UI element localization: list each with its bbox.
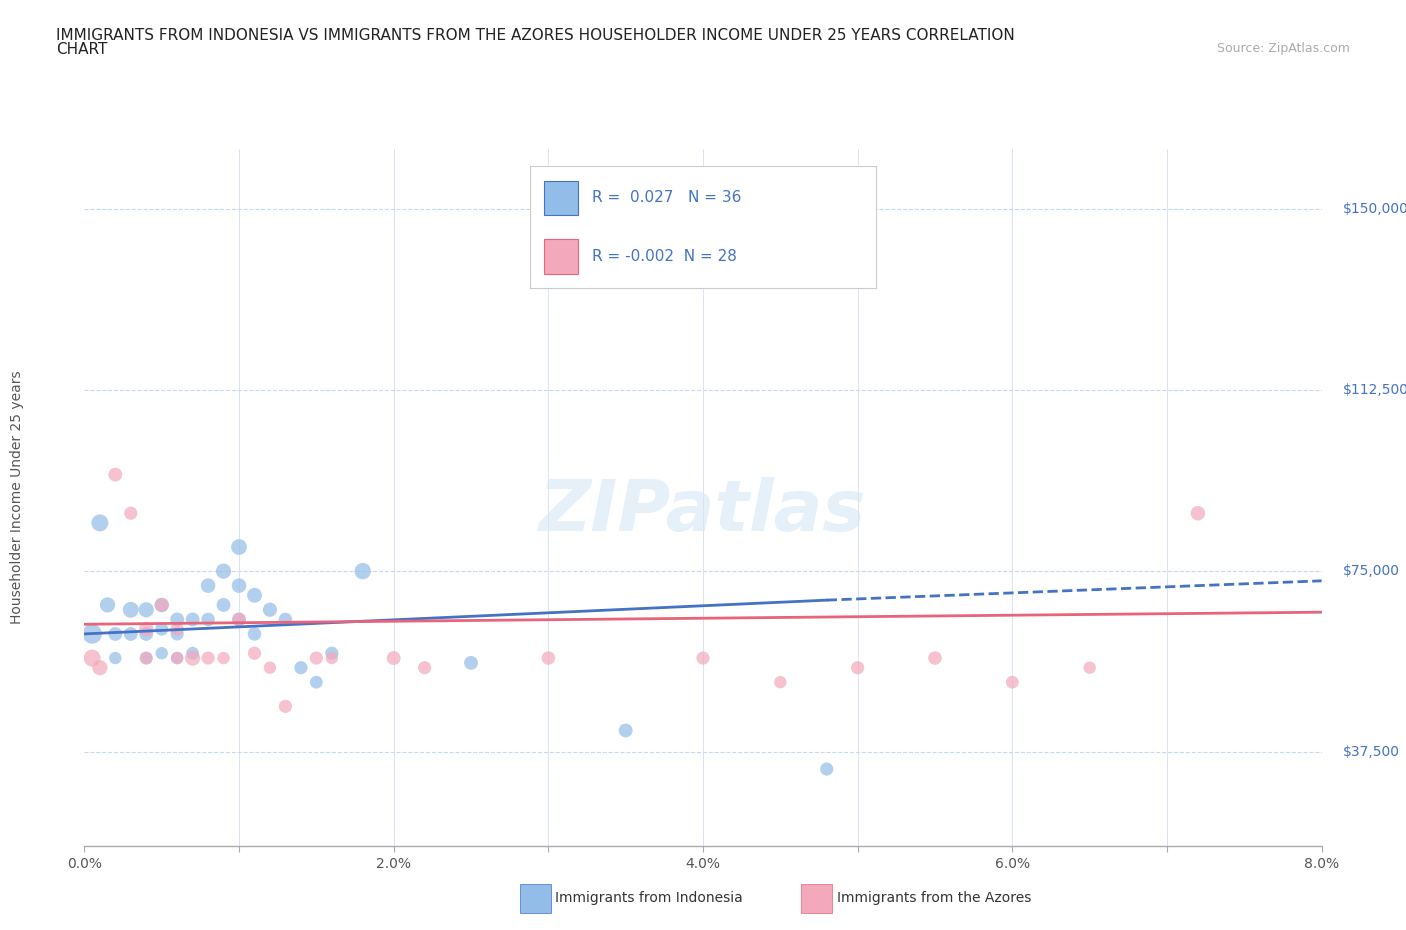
Point [120,603,142,618]
Point [846,660,869,675]
Point [243,645,266,660]
Point [166,612,188,627]
Point [166,651,188,666]
Text: $150,000: $150,000 [1343,202,1406,216]
Point [197,578,219,593]
Point [228,612,250,627]
Point [228,612,250,627]
Point [135,651,157,666]
Point [537,651,560,666]
Point [321,651,343,666]
Point [769,675,792,690]
Point [614,723,637,737]
Text: Immigrants from the Azores: Immigrants from the Azores [837,891,1031,906]
Text: Immigrants from Indonesia: Immigrants from Indonesia [555,891,744,906]
Point [352,564,374,578]
Point [212,564,235,578]
Point [243,627,266,642]
Point [1187,506,1209,521]
Point [89,515,111,530]
Point [321,645,343,660]
Point [150,645,173,660]
Point [104,651,127,666]
Point [89,660,111,675]
Point [181,612,204,627]
Point [1078,660,1101,675]
Text: Source: ZipAtlas.com: Source: ZipAtlas.com [1216,42,1350,55]
Point [197,651,219,666]
Point [135,627,157,642]
Point [274,612,297,627]
Point [82,627,104,642]
Text: Householder Income Under 25 years: Householder Income Under 25 years [10,371,24,624]
Point [120,506,142,521]
Point [274,698,297,713]
Point [104,627,127,642]
Point [290,660,312,675]
Text: $75,000: $75,000 [1343,565,1400,578]
Point [815,762,838,777]
Point [166,627,188,642]
Point [305,675,328,690]
Text: CHART: CHART [56,42,108,57]
Point [150,621,173,636]
Point [150,597,173,612]
Point [150,597,173,612]
Text: IMMIGRANTS FROM INDONESIA VS IMMIGRANTS FROM THE AZORES HOUSEHOLDER INCOME UNDER: IMMIGRANTS FROM INDONESIA VS IMMIGRANTS … [56,28,1015,43]
Point [166,621,188,636]
Point [135,603,157,618]
Point [104,467,127,482]
Point [181,651,204,666]
Point [212,597,235,612]
Point [228,578,250,593]
Point [135,621,157,636]
Point [135,651,157,666]
Point [197,612,219,627]
Point [120,627,142,642]
Point [413,660,436,675]
Point [1001,675,1024,690]
Point [166,651,188,666]
Point [382,651,405,666]
Point [243,588,266,603]
Point [460,656,482,671]
Point [181,645,204,660]
Point [259,603,281,618]
Text: ZIPatlas: ZIPatlas [540,477,866,546]
Point [259,660,281,675]
Point [212,651,235,666]
Point [305,651,328,666]
Point [692,651,714,666]
Point [228,539,250,554]
Text: $112,500: $112,500 [1343,383,1406,397]
Point [82,651,104,666]
Text: $37,500: $37,500 [1343,745,1400,759]
Point [924,651,946,666]
Point [96,597,118,612]
